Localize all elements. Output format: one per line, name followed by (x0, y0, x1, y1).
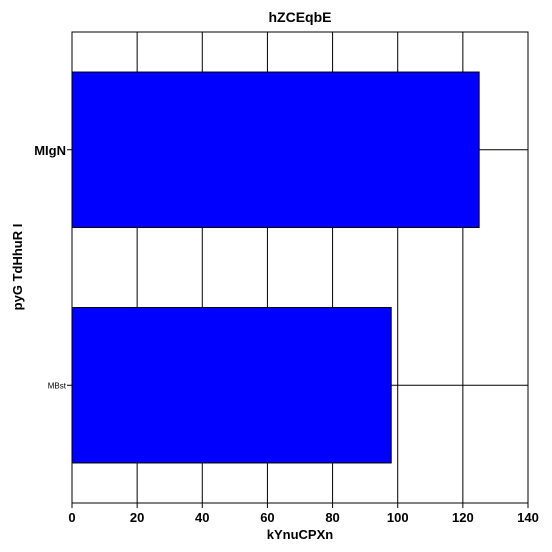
x-tick-label: 60 (260, 510, 274, 525)
x-axis-label: kYnuCPXn (267, 527, 334, 542)
x-tick-label: 20 (130, 510, 144, 525)
x-tick-label: 80 (325, 510, 339, 525)
bar-mbst (71, 307, 392, 464)
x-tick-label: 40 (195, 510, 209, 525)
x-axis-ticks: 0 20 40 60 80 100 120 140 (68, 503, 539, 525)
chart-title: hZCEqbE (269, 9, 332, 25)
x-tick-label: 0 (68, 510, 75, 525)
x-tick-label: 120 (452, 510, 474, 525)
bars (71, 71, 480, 464)
y-category-label: MIgN (34, 143, 66, 158)
plot-frame (71, 31, 529, 504)
y-axis-label: pyG TdHhuR I (10, 224, 25, 311)
x-tick-label: 140 (517, 510, 539, 525)
bar-mign (71, 71, 480, 228)
y-category-label: MBst (48, 381, 67, 390)
y-axis-categories: MIgN MBst (34, 143, 72, 390)
x-tick-label: 100 (387, 510, 409, 525)
